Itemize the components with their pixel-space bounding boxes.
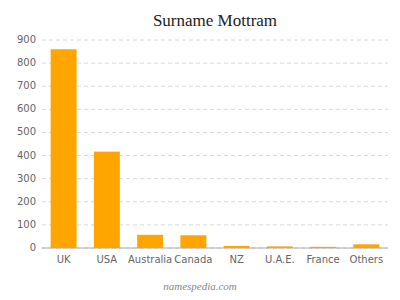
- y-tick-label: 900: [17, 34, 36, 45]
- x-ticks: UK USA AustraliaCanada NZ U.A.E. France Others: [57, 254, 384, 265]
- x-tick-label: France: [306, 254, 339, 265]
- x-tick-label: U.A.E.: [265, 254, 295, 265]
- footer-text: namespedia.com: [163, 280, 237, 292]
- x-tick-label: UK: [57, 254, 71, 265]
- bar: [137, 235, 163, 248]
- grid-line: [42, 109, 388, 110]
- chart-svg: 0 100 200 300 400 500 600 700 800 900 UK USA Austral…: [0, 0, 400, 300]
- grid-line: [42, 132, 388, 133]
- grid-line: [42, 63, 388, 64]
- grid-line: [42, 40, 388, 41]
- bar: [180, 235, 206, 248]
- y-tick-label: 700: [17, 80, 36, 91]
- x-axis-line: [42, 248, 388, 249]
- y-tick-label: 300: [17, 173, 36, 184]
- chart-container: 0 100 200 300 400 500 600 700 800 900 UK USA Austral…: [0, 0, 400, 300]
- chart-title: Surname Mottram: [153, 11, 277, 30]
- bar: [94, 152, 120, 248]
- y-ticks: 0 100 200 300 400 500 600 700 800 900: [17, 34, 36, 253]
- y-tick-label: 100: [17, 219, 36, 230]
- bars: [51, 49, 380, 248]
- x-tick-label: USA: [97, 254, 118, 265]
- y-tick-label: 600: [17, 103, 36, 114]
- y-grid: [42, 40, 388, 248]
- y-tick-label: 200: [17, 196, 36, 207]
- y-tick-label: 400: [17, 150, 36, 161]
- bar: [353, 244, 379, 248]
- y-tick-label: 500: [17, 126, 36, 137]
- x-tick-label: Australia: [128, 254, 172, 265]
- y-tick-label: 0: [30, 242, 36, 253]
- x-tick-label: Canada: [174, 254, 212, 265]
- y-tick-label: 800: [17, 57, 36, 68]
- x-tick-label: Others: [350, 254, 384, 265]
- bar: [51, 49, 77, 248]
- grid-line: [42, 248, 388, 249]
- x-tick-label: NZ: [229, 254, 243, 265]
- grid-line: [42, 86, 388, 87]
